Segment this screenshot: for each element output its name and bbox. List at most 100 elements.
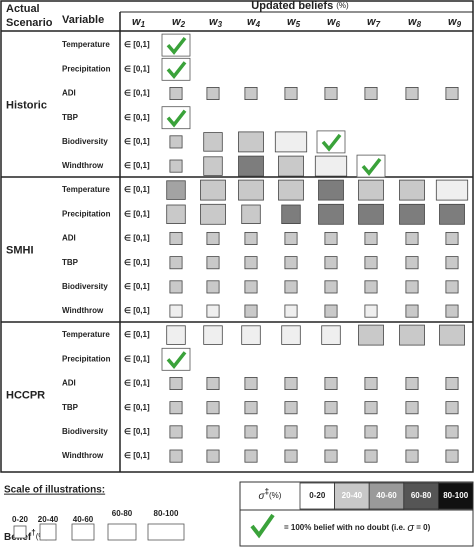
- belief-square: [244, 401, 258, 415]
- w1-value: ∈ [0,1]: [124, 354, 150, 363]
- check-cell: [161, 57, 191, 81]
- w1-value: ∈ [0,1]: [124, 306, 150, 315]
- belief-square: [169, 401, 183, 415]
- w1-value: ∈ [0,1]: [124, 403, 150, 412]
- belief-square: [169, 231, 183, 245]
- variable-name: ADI: [62, 379, 76, 388]
- sigma-bin-box: [437, 482, 474, 510]
- check-icon: [166, 37, 187, 55]
- sigma-bin: 60-80: [411, 491, 432, 500]
- belief-square: [274, 131, 308, 153]
- sigma-bin-box: [299, 482, 335, 510]
- variable-name: Biodiversity: [62, 282, 108, 291]
- belief-square: [405, 280, 419, 294]
- column-symbol: w: [209, 16, 219, 28]
- belief-bin: 40-60: [73, 515, 94, 524]
- belief-square: [399, 203, 425, 225]
- belief-square: [169, 280, 183, 294]
- belief-square: [324, 425, 338, 439]
- belief-square: [324, 231, 338, 245]
- column-header: w6: [327, 16, 341, 29]
- column-sub: 6: [336, 20, 341, 29]
- belief-square: [200, 179, 226, 201]
- belief-square: [200, 203, 226, 225]
- belief-square: [399, 324, 425, 346]
- belief-square: [364, 256, 378, 270]
- sigma-bin-box: [368, 482, 405, 510]
- w1-value: ∈ [0,1]: [124, 185, 150, 194]
- belief-square: [238, 179, 264, 201]
- scenario-label: Actual: [6, 3, 40, 15]
- belief-square: [324, 401, 338, 415]
- scenario-name: SMHI: [6, 245, 34, 257]
- column-sub: 8: [417, 20, 422, 29]
- w1-value: ∈ [0,1]: [124, 209, 150, 218]
- belief-square: [284, 87, 298, 101]
- check-note-text: = 100% belief with no doubt (i.e.: [284, 523, 405, 532]
- belief-square: [364, 425, 378, 439]
- variable-name: Windthrow: [62, 161, 104, 170]
- w1-value: ∈ [0,1]: [124, 451, 150, 460]
- belief-square: [405, 376, 419, 390]
- belief-square: [166, 204, 186, 225]
- belief-square: [203, 325, 223, 345]
- belief-square: [284, 304, 298, 318]
- belief-square: [445, 231, 459, 245]
- column-header: w7: [367, 16, 381, 29]
- belief-square: [445, 376, 459, 390]
- belief-square: [281, 204, 301, 225]
- belief-square: [241, 204, 261, 225]
- belief-square: [405, 401, 419, 415]
- belief-bin-box: [39, 523, 57, 541]
- belief-bin-box: [13, 525, 27, 539]
- beliefs-label-text: Updated beliefs: [251, 0, 333, 12]
- belief-square: [166, 180, 186, 200]
- column-header: w9: [448, 16, 462, 29]
- belief-square: [284, 256, 298, 270]
- column-sub: 2: [180, 20, 186, 29]
- belief-square: [358, 203, 384, 225]
- column-header: w8: [408, 16, 422, 29]
- belief-square: [203, 132, 223, 152]
- scenario-name: HCCPR: [6, 390, 45, 402]
- variable-name: ADI: [62, 89, 76, 98]
- check-sigma: σ: [407, 522, 414, 534]
- belief-square: [358, 324, 384, 346]
- belief-square: [206, 280, 220, 294]
- belief-bin: 60-80: [112, 509, 133, 518]
- variable-name: Windthrow: [62, 306, 104, 315]
- belief-square: [169, 376, 183, 390]
- belief-square: [399, 179, 425, 201]
- column-header: w5: [287, 16, 301, 29]
- variable-label: Variable: [62, 14, 104, 26]
- sigma-symbol: σ: [259, 491, 266, 502]
- belief-square: [206, 256, 220, 270]
- belief-square: [244, 256, 258, 270]
- belief-square: [318, 179, 344, 201]
- belief-square: [244, 231, 258, 245]
- variable-name: Temperature: [62, 330, 110, 339]
- check-cell: [161, 33, 191, 57]
- belief-square: [445, 401, 459, 415]
- check-icon: [166, 109, 187, 128]
- w1-value: ∈ [0,1]: [124, 89, 150, 98]
- variable-name: Biodiversity: [62, 137, 108, 146]
- belief-square: [244, 280, 258, 294]
- column-symbol: w: [287, 16, 297, 28]
- belief-square: [206, 304, 220, 318]
- belief-square: [445, 87, 459, 101]
- belief-square: [445, 256, 459, 270]
- belief-bin-box: [147, 523, 185, 541]
- belief-bin: 20-40: [38, 515, 59, 524]
- table-border: [0, 0, 474, 473]
- sigma-bin: 40-60: [376, 491, 397, 500]
- belief-square: [445, 449, 459, 463]
- w1-value: ∈ [0,1]: [124, 282, 150, 291]
- w1-value: ∈ [0,1]: [124, 40, 150, 49]
- belief-square: [364, 449, 378, 463]
- variable-name: Temperature: [62, 40, 110, 49]
- belief-square: [445, 280, 459, 294]
- belief-square: [238, 155, 264, 177]
- belief-bin-box: [107, 523, 137, 541]
- check-icon: [166, 351, 187, 370]
